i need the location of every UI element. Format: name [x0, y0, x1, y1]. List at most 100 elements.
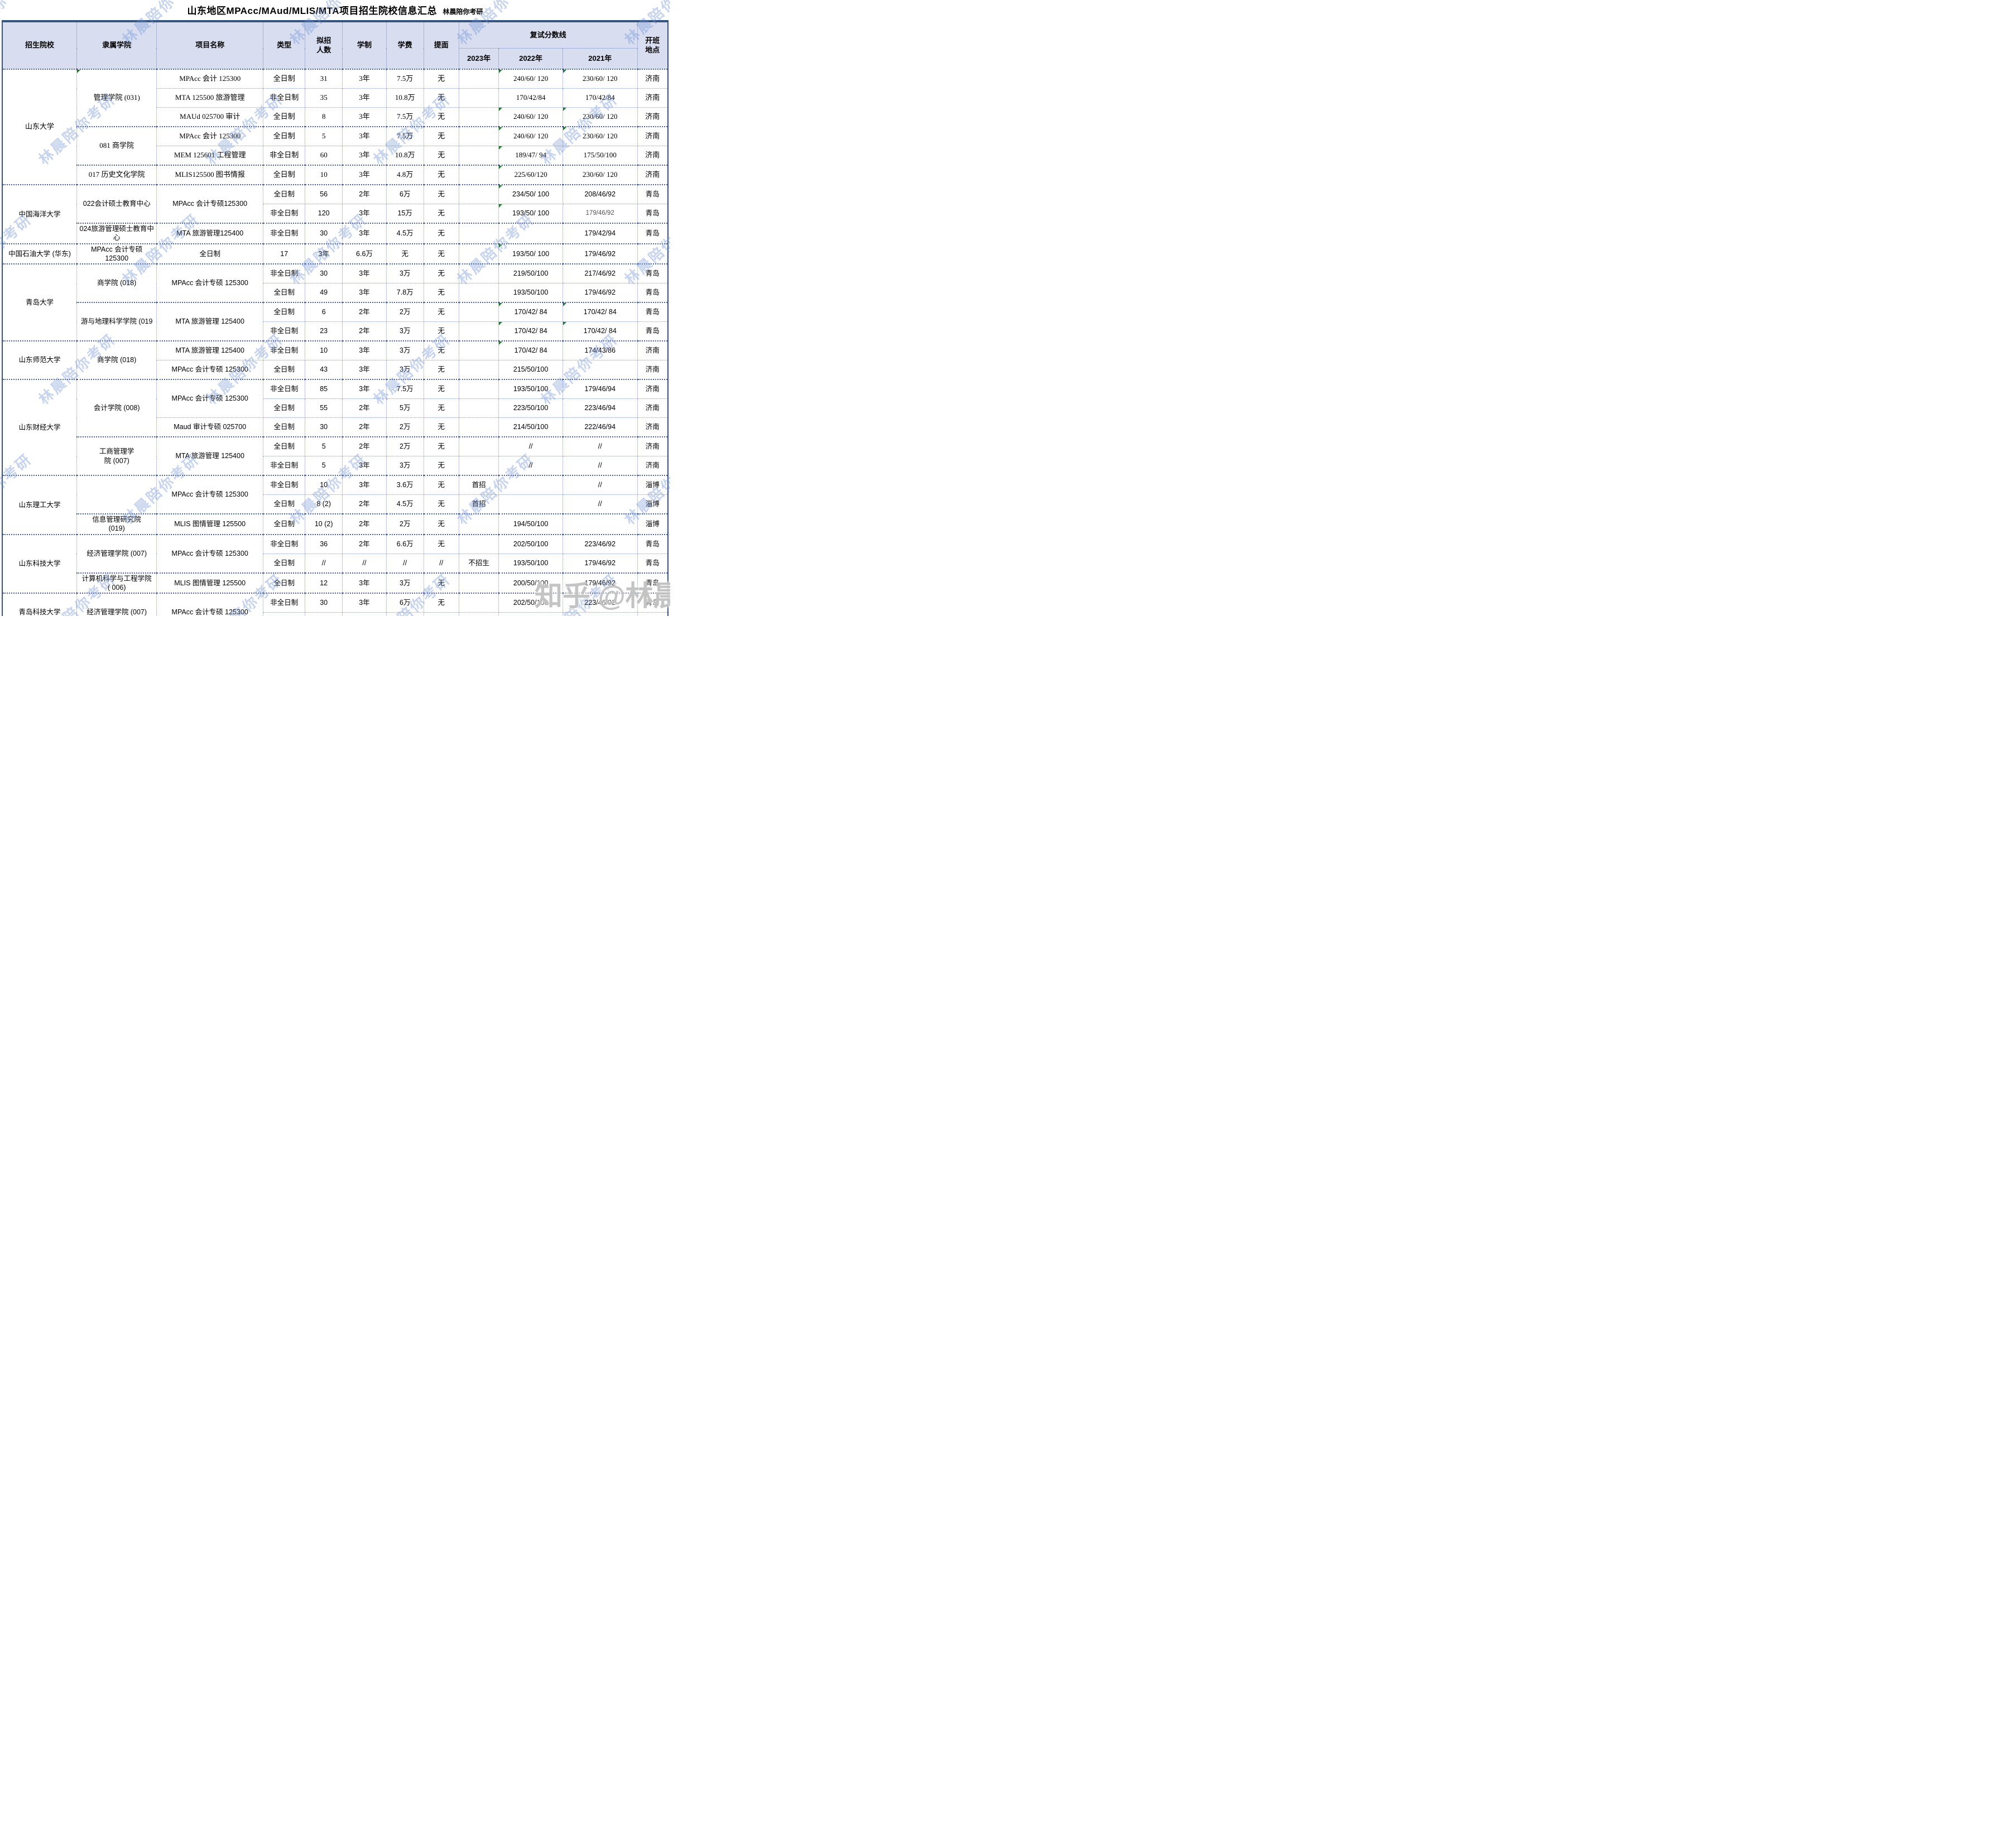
table-row: 青岛科技大学 经济管理学院 (007) MPAcc 会计专硕 125300 非全日制 3…	[2, 593, 669, 616]
cell-project: MLIS125500 图书情报	[156, 165, 264, 185]
cell-y2021: 222/46/94	[562, 417, 638, 437]
cell-y2022: 193/50/ 100	[498, 243, 563, 264]
table-row: 山东科技大学 经济管理学院 (007) MPAcc 会计专硕 125300 非全日制 3…	[2, 533, 669, 594]
cell-y2023	[458, 379, 499, 399]
cell-tuition: 7.5万	[386, 126, 424, 146]
cell-project: MPAcc 会计专硕125300	[156, 184, 264, 224]
cell-project: MLIS 图情管理 125500	[156, 513, 264, 535]
cell-tuition: 10.8万	[386, 146, 424, 166]
cell-y2023	[458, 456, 499, 476]
cell-interview: 无	[423, 398, 459, 418]
cell-duration: 3年	[342, 88, 387, 108]
cell-interview: 无	[423, 360, 459, 380]
cell-y2023	[458, 612, 499, 616]
cell-interview: 无	[423, 263, 459, 283]
col-header-2023: 2023年	[458, 48, 499, 70]
cell-y2022: //	[498, 456, 563, 476]
cell-tuition: 3万	[386, 572, 424, 594]
cell-location: 济南	[637, 69, 669, 89]
cell-location: 淄博	[637, 475, 669, 495]
cell-tuition: 3万	[386, 263, 424, 283]
cell-tuition: 3万	[386, 456, 424, 476]
cell-quota: 31	[305, 69, 343, 89]
cell-y2021: 174/43/86	[562, 340, 638, 360]
cell-y2023	[458, 283, 499, 303]
cell-duration: 3年	[342, 593, 387, 613]
cell-type: 非全日制	[263, 456, 306, 476]
cell-project: MTA 旅游管理125400	[156, 223, 264, 244]
cell-school: 中国海洋大学	[2, 184, 78, 244]
cell-interview: 无	[423, 69, 459, 89]
table-row: 山东理工大学 MPAcc 会计专硕 125300 非全日制 10 3年 3.6万无首招//…	[2, 475, 669, 535]
cell-type: 全日制	[263, 69, 306, 89]
title-main: 山东地区MPAcc/MAud/MLIS/MTA项目招生院校信息汇总	[187, 6, 437, 16]
cell-y2021: 170/42/ 84	[562, 321, 638, 341]
table-row: 计算机科学与工程学院 ( 006) MLIS 图情管理 125500 全日制 12 3年…	[2, 572, 669, 594]
cell-location: 青岛	[637, 553, 669, 573]
cell-project: MLIS 图情管理 125500	[156, 572, 264, 594]
cell-duration: 2年	[342, 494, 387, 514]
cell-y2021: 179/46/94	[562, 379, 638, 399]
cell-tuition: 15万	[386, 204, 424, 224]
cell-type: 全日制	[263, 398, 306, 418]
cell-interview: 无	[423, 107, 459, 127]
cell-location: 济南	[637, 398, 669, 418]
cell-duration: 3年	[342, 360, 387, 380]
table-row: 全日制 8 (2) 2年 4.5万无首招 //淄博	[2, 494, 669, 514]
cell-y2022: 193/50/100	[498, 379, 563, 399]
cell-y2022: //	[498, 436, 563, 456]
cell-interview: 无	[423, 184, 459, 204]
cell-duration: 3年	[342, 283, 387, 303]
cell-college: 024旅游管理硕士教育中心	[76, 223, 157, 244]
cell-y2022: 193/50/100	[498, 553, 563, 573]
cell-school: 山东师范大学	[2, 340, 78, 380]
cell-tuition: 3万	[386, 321, 424, 341]
cell-y2023: 首招	[458, 494, 499, 514]
cell-quota: 10	[305, 475, 343, 495]
cell-quota: 30	[305, 263, 343, 283]
cell-tuition: 6万	[386, 612, 424, 616]
col-header-college: 隶属学院	[76, 21, 157, 70]
cell-location: 青岛	[637, 184, 669, 204]
cell-duration: 6.6万	[342, 243, 387, 264]
cell-quota: 20	[305, 612, 343, 616]
table-row: MAUd 025700 审计 全日制 8 3年 7.5万无 240/60/ 120 230/…	[2, 107, 669, 127]
cell-y2022: 215/50/100	[498, 360, 563, 380]
cell-type: 非全日制	[263, 146, 306, 166]
cell-type: 非全日制	[263, 593, 306, 613]
cell-location: 青岛	[637, 223, 669, 244]
cell-duration: 3年	[342, 69, 387, 89]
cell-y2023	[458, 572, 499, 594]
cell-type: 全日制	[263, 436, 306, 456]
cell-project: Maud 审计专硕 025700	[156, 417, 264, 437]
cell-duration: 3年	[342, 475, 387, 495]
cell-y2021: 223/46/92	[562, 533, 638, 554]
cell-school: 青岛科技大学	[2, 593, 78, 616]
cell-y2021: //	[562, 494, 638, 514]
cell-y2021: 230/60/ 120	[562, 107, 638, 127]
cell-y2023	[458, 533, 499, 554]
cell-quota: 30	[305, 223, 343, 244]
cell-project: MPAcc 会计专硕 125300	[156, 475, 264, 514]
col-header-quota: 拟招 人数	[305, 21, 343, 70]
cell-y2021: 230/60/ 120	[562, 126, 638, 146]
col-header-2022: 2022年	[498, 48, 563, 70]
cell-location: 济南	[637, 360, 669, 380]
table-row: Maud 审计专硕 025700 全日制 30 2年 2万无 214/50/100 222/…	[2, 417, 669, 437]
cell-quota: 23	[305, 321, 343, 341]
cell-location: 青岛	[637, 204, 669, 224]
cell-project: MEM 125601 工程管理	[156, 146, 264, 166]
cell-type: 全日制	[263, 360, 306, 380]
cell-interview: 无	[423, 593, 459, 613]
cell-interview: 无	[423, 88, 459, 108]
cell-interview: 无	[423, 513, 459, 535]
cell-type: 非全日制	[263, 204, 306, 224]
table-row: MTA 125500 旅游管理 非全日制 35 3年 10.8万无 170/42/84 17…	[2, 88, 669, 108]
cell-type: 全日制	[263, 302, 306, 322]
cell-duration: 3年	[342, 126, 387, 146]
cell-tuition: 5万	[386, 398, 424, 418]
cell-y2021: //	[562, 456, 638, 476]
cell-interview: 无	[423, 456, 459, 476]
cell-y2021: 223/46/94	[562, 398, 638, 418]
cell-y2022: 234/50/ 100	[498, 184, 563, 204]
